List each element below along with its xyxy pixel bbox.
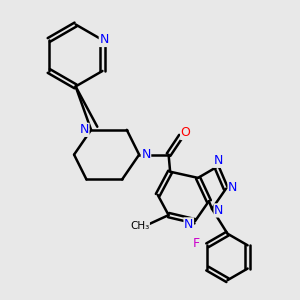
Text: CH₃: CH₃ (130, 221, 149, 231)
Text: O: O (181, 127, 190, 140)
Text: N: N (80, 123, 89, 136)
Text: F: F (193, 237, 200, 250)
Text: N: N (229, 182, 238, 195)
Text: N: N (184, 218, 194, 231)
Text: N: N (214, 154, 223, 167)
Text: N: N (141, 148, 151, 161)
Text: N: N (99, 34, 109, 46)
Text: N: N (214, 204, 224, 217)
Text: N: N (228, 181, 237, 194)
